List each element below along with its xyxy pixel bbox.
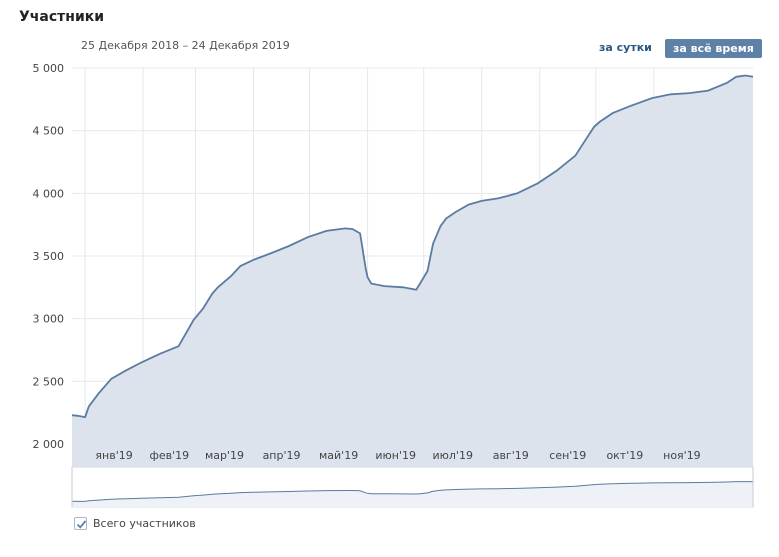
page-title: Участники	[19, 9, 105, 25]
series-area	[72, 75, 753, 467]
x-tick-label: ноя'19	[663, 449, 701, 462]
x-tick-label: май'19	[319, 449, 358, 462]
y-tick-label: 2 500	[33, 375, 65, 388]
x-tick-label: сен'19	[549, 449, 586, 462]
x-tick-label: янв'19	[95, 449, 132, 462]
navigator-line	[71, 481, 753, 502]
period-day-button[interactable]: за сутки	[599, 41, 652, 54]
legend-checkbox[interactable]	[74, 517, 87, 530]
y-tick-label: 4 500	[33, 125, 65, 138]
date-range: 25 Декабря 2018 – 24 Декабря 2019	[81, 39, 290, 52]
legend-label: Всего участников	[93, 517, 196, 530]
series-line	[71, 74, 754, 419]
y-tick-label: 3 000	[33, 313, 65, 326]
y-tick-label: 5 000	[33, 62, 65, 75]
x-tick-label: окт'19	[606, 449, 643, 462]
y-tick-label: 2 000	[33, 438, 65, 451]
x-tick-label: мар'19	[205, 449, 244, 462]
period-all-button[interactable]: за всё время	[665, 39, 762, 58]
y-axis-labels: 2 000 2 500 3 000 3 500 4 000 4 500 5 000	[33, 62, 65, 451]
check-icon	[76, 520, 87, 529]
x-tick-label: апр'19	[263, 449, 301, 462]
x-axis-labels: янв'19 фев'19 мар'19 апр'19 май'19 июн'19 июл'…	[95, 449, 700, 462]
y-tick-label: 4 000	[33, 187, 65, 200]
x-tick-label: июн'19	[375, 449, 416, 462]
x-tick-label: июл'19	[432, 449, 472, 462]
x-tick-label: авг'19	[493, 449, 529, 462]
main-plot: 2 000 2 500 3 000 3 500 4 000 4 500 5 000 янв'…	[33, 62, 754, 468]
navigator[interactable]	[71, 466, 754, 508]
x-tick-label: фев'19	[149, 449, 189, 462]
y-tick-label: 3 500	[33, 250, 65, 263]
legend[interactable]: Всего участников	[74, 517, 196, 530]
